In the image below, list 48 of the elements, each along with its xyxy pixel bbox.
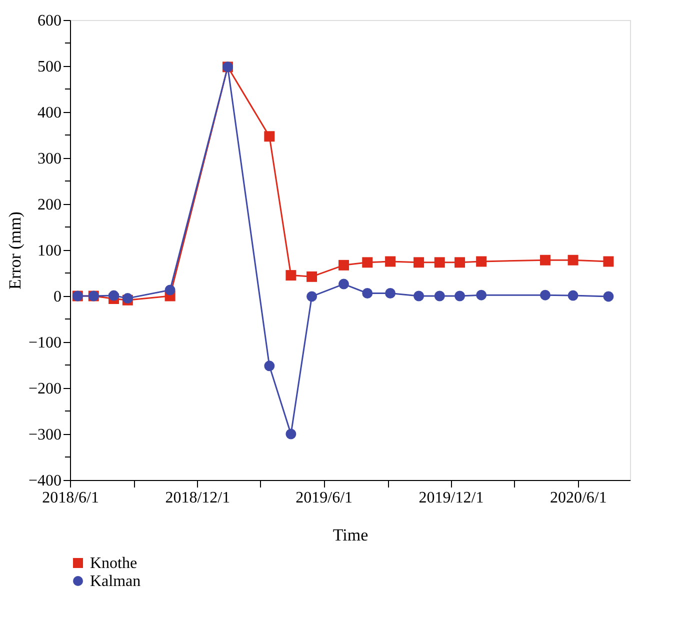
- point: [338, 260, 349, 270]
- point: [306, 291, 318, 302]
- y-tick-label: 200: [38, 196, 62, 214]
- point: [286, 270, 296, 281]
- point: [385, 288, 396, 298]
- point: [434, 257, 445, 268]
- point: [414, 257, 424, 268]
- point: [164, 284, 176, 296]
- y-tick-label: 500: [38, 58, 62, 76]
- y-tick-label: 100: [38, 242, 62, 260]
- y-tick-label: 300: [38, 150, 62, 168]
- point: [476, 290, 487, 300]
- point: [454, 257, 466, 268]
- point: [568, 290, 578, 301]
- y-tick-label: −400: [28, 472, 62, 490]
- x-tick-label: 2018/12/1: [165, 490, 230, 506]
- legend-label: Kalman: [90, 573, 141, 590]
- point: [108, 290, 120, 301]
- x-tick-label: 2019/12/1: [418, 490, 484, 506]
- point: [476, 256, 487, 267]
- point: [454, 290, 466, 302]
- point: [434, 290, 445, 302]
- x-axis-title: Time: [332, 526, 368, 544]
- point: [264, 131, 275, 142]
- point: [338, 278, 349, 290]
- point: [286, 428, 296, 440]
- y-tick-label: −300: [28, 426, 62, 444]
- x-tick-label: 2019/6/1: [296, 490, 353, 506]
- point: [385, 256, 396, 267]
- y-axis-title: Error (mm): [5, 212, 24, 290]
- point: [568, 254, 578, 266]
- point: [540, 290, 550, 300]
- point: [264, 360, 275, 372]
- y-tick-label: −100: [28, 334, 62, 352]
- x-tick-label: 2018/6/1: [42, 490, 99, 506]
- point: [414, 290, 424, 302]
- point: [362, 288, 373, 298]
- y-tick-label: 400: [38, 104, 62, 122]
- y-tick-label: −200: [28, 380, 62, 398]
- point: [603, 256, 614, 267]
- legend-label: Knothe: [90, 555, 138, 572]
- point: [603, 291, 614, 302]
- point: [306, 271, 318, 282]
- y-tick-label: 600: [38, 12, 62, 30]
- y-tick-label: 0: [54, 288, 62, 306]
- x-tick-label: 2020/6/1: [550, 490, 607, 506]
- point: [540, 254, 550, 266]
- point: [362, 257, 373, 268]
